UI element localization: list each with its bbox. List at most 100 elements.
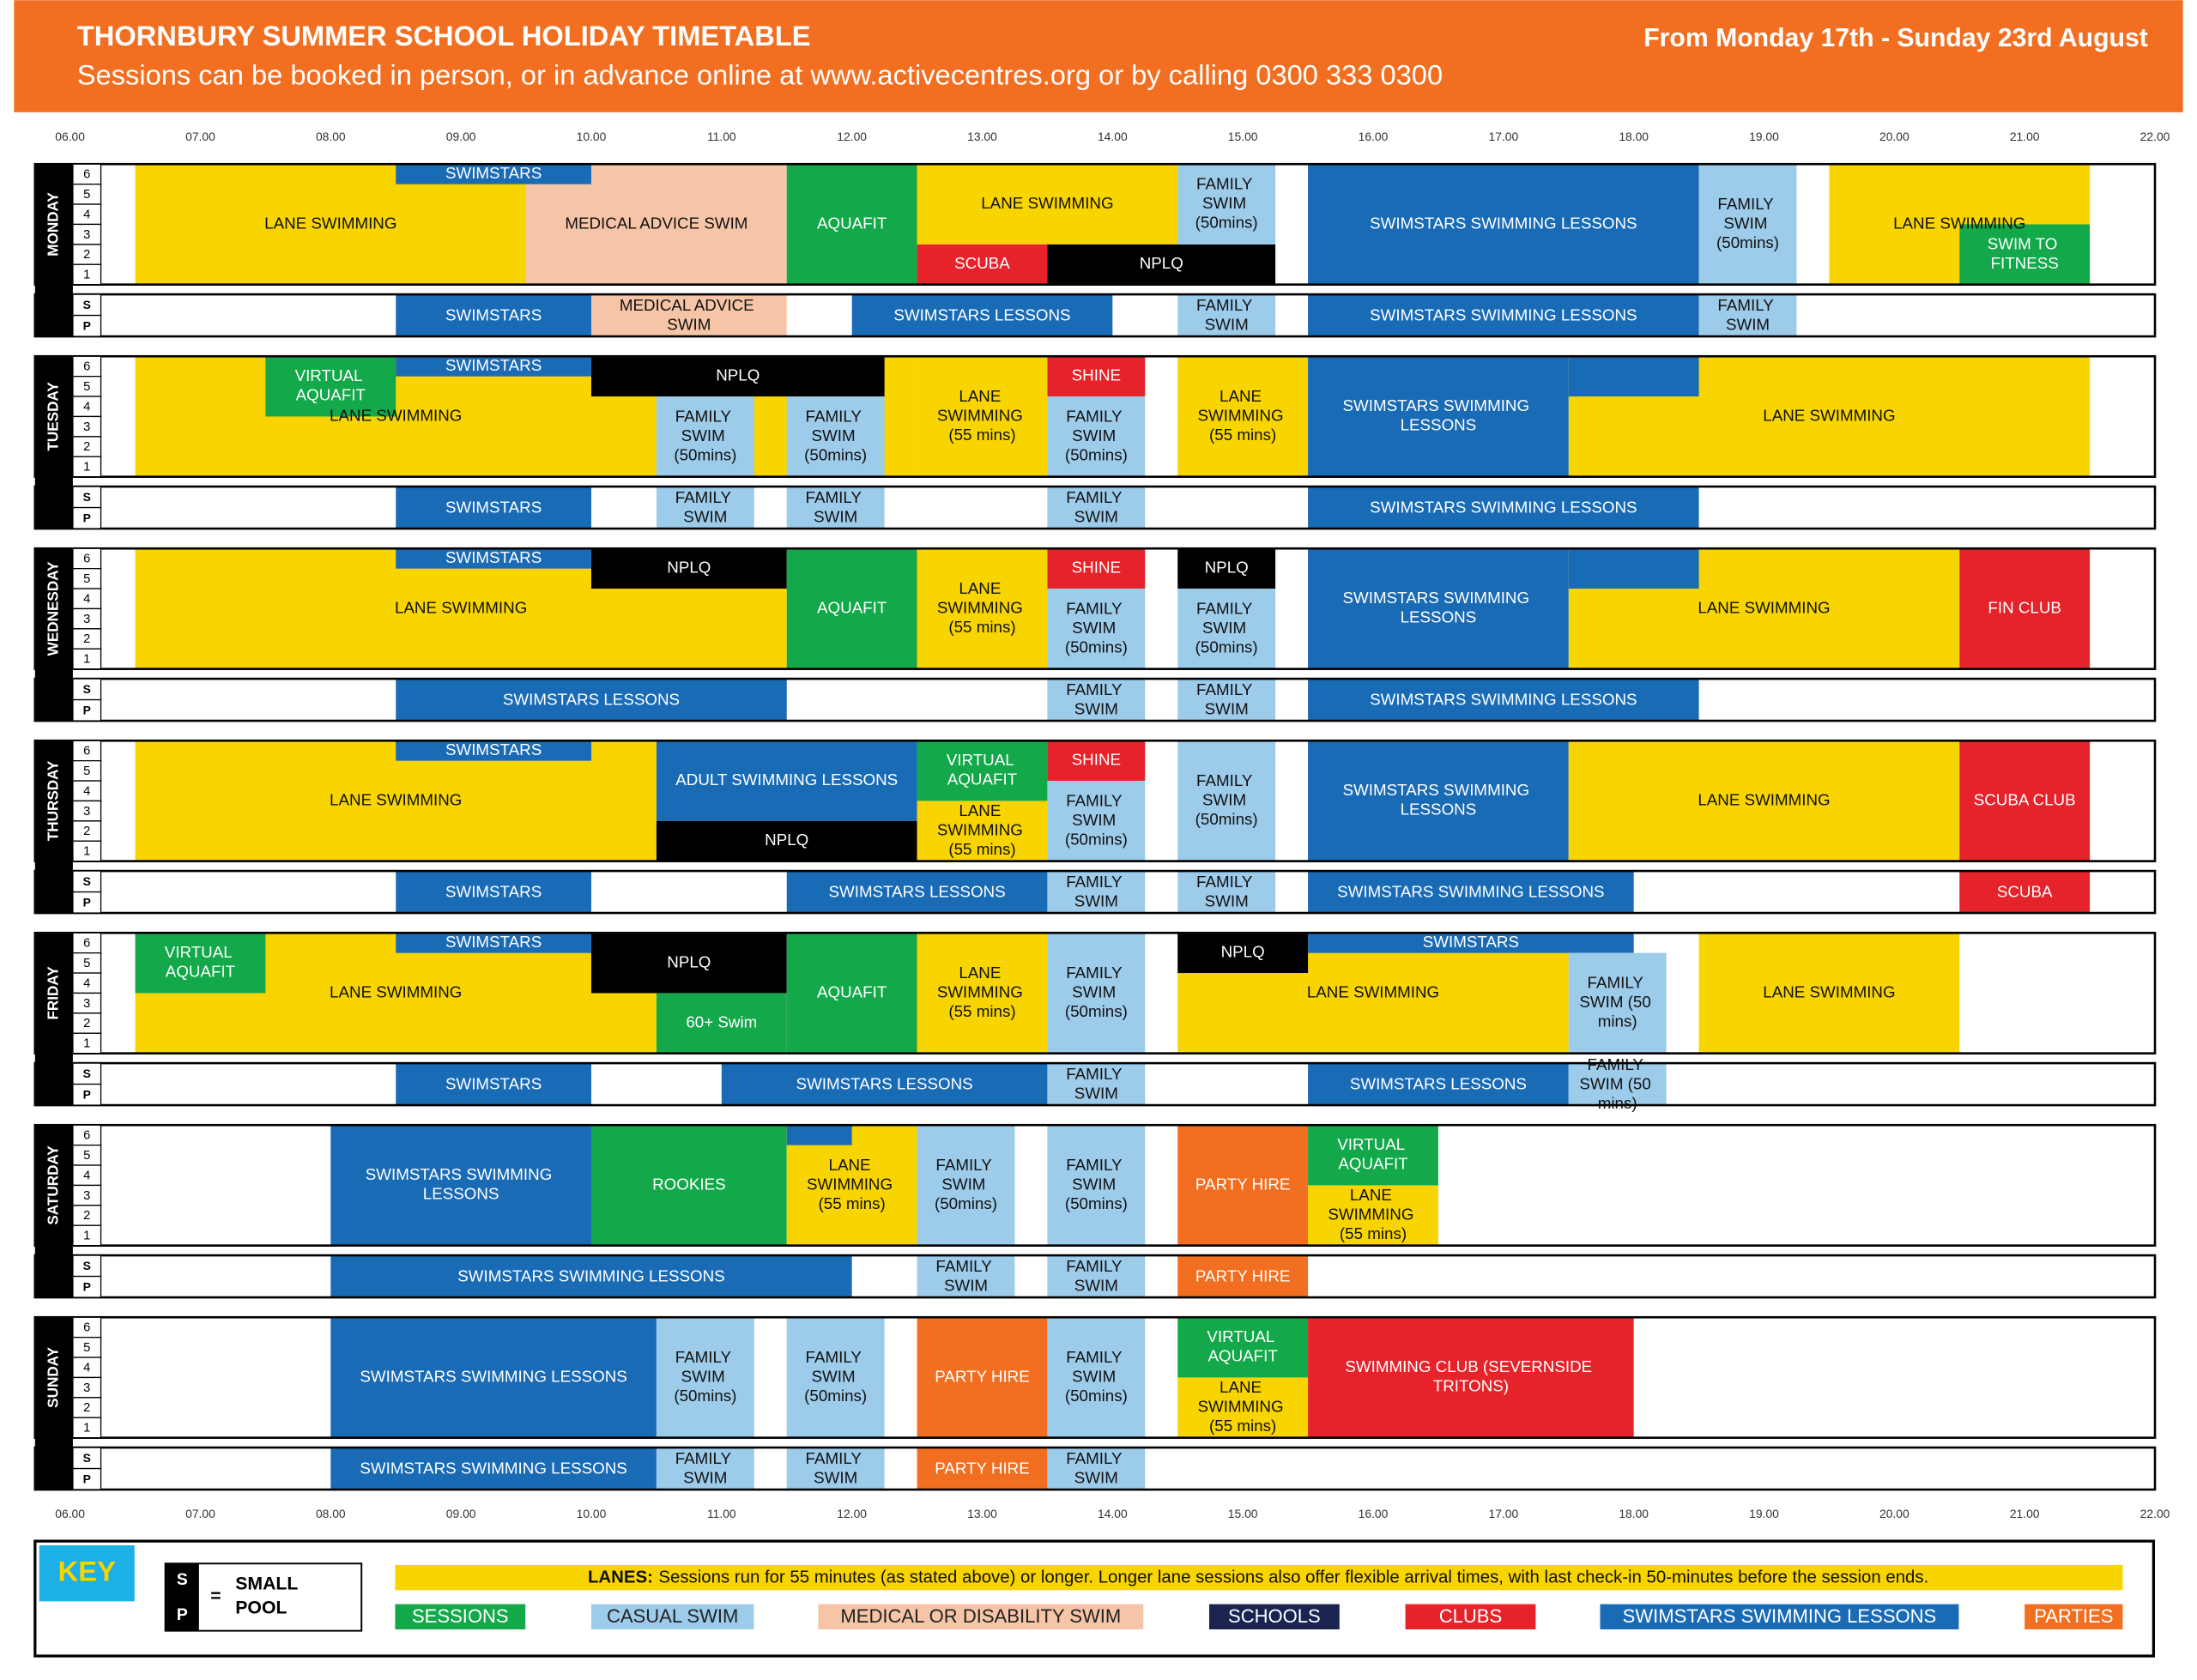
session-block: [1047, 486, 1146, 529]
time-label: 12.00: [837, 130, 867, 143]
session-label: LANE SWIMMING: [1698, 790, 1830, 808]
key-swatch: [590, 1604, 754, 1629]
session-label: SWIMSTARS SWIMMING LESSONS: [360, 1367, 626, 1385]
lane-number: 4: [83, 592, 90, 606]
session-block: [721, 1063, 1048, 1106]
time-label: 06.00: [55, 130, 85, 143]
session-block: [786, 1317, 885, 1438]
sp-letter: S: [83, 490, 91, 504]
key-equals: =: [210, 1586, 221, 1606]
session-block: [330, 1255, 852, 1298]
session-label: VIRTUAL AQUAFIT: [1207, 1327, 1278, 1365]
session-block: [135, 933, 266, 994]
session-block: [590, 294, 787, 337]
session-block: [1177, 1255, 1309, 1298]
session-block: [1047, 679, 1146, 722]
sp-letter: S: [83, 298, 91, 311]
session-label: FAMILY SWIM (50mins): [935, 1156, 997, 1212]
session-block: [396, 871, 591, 914]
time-label: 22.00: [2140, 1507, 2170, 1520]
session-label: SWIMSTARS: [445, 1074, 542, 1092]
session-label: FAMILY SWIM (50mins): [674, 1348, 736, 1405]
session-label: SWIMSTARS SWIMMING LESSONS: [1343, 396, 1534, 434]
session-label: FAMILY SWIM (50mins): [804, 1348, 867, 1405]
time-label: 08.00: [316, 1507, 346, 1520]
lane-cell: [72, 1224, 102, 1247]
session-label: FAMILY SWIM (50mins): [674, 407, 736, 463]
title: THORNBURY SUMMER SCHOOL HOLIDAY TIMETABL…: [77, 20, 811, 51]
lane-number: 6: [83, 168, 90, 182]
day-column: [34, 164, 73, 337]
session-block: [1047, 356, 1146, 397]
time-label: 06.00: [55, 1507, 85, 1520]
lane-number: 4: [83, 400, 90, 414]
session-block: [396, 164, 591, 184]
session-block: [786, 548, 917, 669]
sp-letter: P: [83, 895, 91, 909]
session-block: [1177, 548, 1276, 589]
session-label: FAMILY SWIM (50mins): [1065, 1348, 1128, 1405]
session-block: [1308, 1125, 1438, 1186]
session-label: 60+ Swim: [686, 1013, 757, 1031]
sp-cell: [72, 293, 102, 317]
time-label: 13.00: [967, 1507, 997, 1520]
lane-number: 6: [83, 745, 90, 758]
time-label: 13.00: [967, 130, 997, 143]
session-block: [396, 740, 591, 761]
sp-cell: [72, 1467, 102, 1490]
lane-number: 2: [83, 632, 90, 646]
session-label: FAMILY SWIM: [1066, 488, 1126, 526]
session-label: FAMILY SWIM (50mins): [1195, 599, 1258, 656]
time-label: 11.00: [707, 130, 736, 143]
time-label: 21.00: [2010, 1507, 2040, 1520]
session-block: [1308, 164, 1699, 285]
session-label: SWIMSTARS: [445, 356, 542, 374]
key-item: SCHOOLS: [1228, 1605, 1321, 1627]
session-block: [1047, 1447, 1146, 1490]
key-item: MEDICAL OR DISABILITY SWIM: [840, 1605, 1121, 1627]
sp-cell: [72, 1254, 102, 1278]
session-block: [656, 993, 787, 1054]
session-label: LANE SWIMMING (55 mins): [937, 801, 1027, 858]
time-label: 14.00: [1098, 1507, 1128, 1520]
key-swatch: [818, 1604, 1144, 1629]
session-block: [851, 294, 1113, 337]
day-name: TUESDAY: [44, 382, 61, 451]
sp-letter: S: [83, 874, 91, 888]
small-pool-key-column: [165, 1563, 199, 1631]
session-block: [1568, 356, 1699, 397]
time-label: 21.00: [2010, 130, 2040, 143]
session-label: SWIMSTARS LESSONS: [1350, 1074, 1527, 1092]
session-block: [590, 933, 787, 994]
session-block: [526, 164, 787, 285]
session-block: [1698, 933, 1960, 1054]
session-block: [1047, 548, 1146, 589]
key-item: CLUBS: [1439, 1605, 1502, 1627]
lane-number: 3: [83, 805, 90, 819]
session-block: [917, 1317, 1048, 1438]
header-band: [14, 0, 2183, 112]
session-label: LANE SWIMMING: [1893, 214, 2025, 232]
session-block: [1047, 1063, 1146, 1106]
lanes-note-text: Sessions run for 55 minutes (as stated a…: [658, 1568, 1928, 1587]
key-swatch: [1405, 1604, 1536, 1629]
lane-number: 3: [83, 997, 90, 1011]
session-label: LANE SWIMMING: [1307, 982, 1439, 1000]
lane-number: 6: [83, 1321, 90, 1335]
lane-cell: [72, 1032, 102, 1055]
session-block: [1177, 164, 1276, 245]
session-block: [1698, 164, 1797, 285]
sp-letter: S: [177, 1570, 188, 1589]
lane-number: 3: [83, 1189, 90, 1203]
session-block: [1177, 1377, 1309, 1438]
session-block: [330, 1447, 657, 1490]
time-label: 08.00: [316, 130, 346, 143]
time-label: 17.00: [1488, 130, 1518, 143]
session-block: [1308, 1317, 1634, 1438]
session-block: [1959, 548, 2091, 669]
session-block: [1047, 740, 1146, 782]
session-label: FAMILY SWIM: [1066, 1257, 1126, 1295]
time-label: 10.00: [577, 130, 607, 143]
session-block: [1177, 1317, 1309, 1378]
session-label: VIRTUAL AQUAFIT: [295, 366, 366, 404]
